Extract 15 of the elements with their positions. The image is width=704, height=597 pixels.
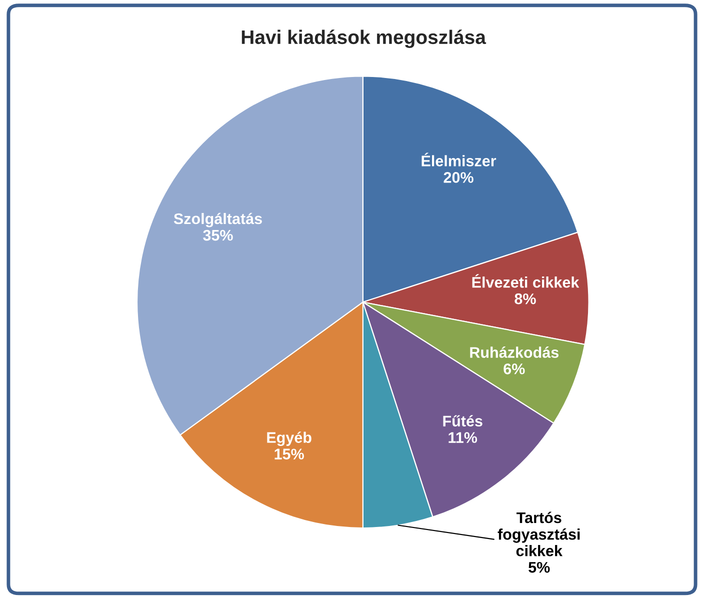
data-label: 6% [504, 364, 525, 374]
slice-label: Tartós fogyasztási cikkek [498, 512, 580, 556]
slice-label: Fűtés [443, 415, 482, 427]
chart-title: Havi kiadások megoszlása [242, 30, 486, 48]
data-label: 8% [514, 293, 536, 304]
data-label: 20% [444, 172, 474, 183]
slice-label: Élvezeti cikkek [472, 274, 580, 288]
data-label: 15% [274, 448, 304, 460]
slice-label: Egyéb [267, 432, 312, 446]
data-label: 35% [203, 230, 233, 241]
slice-label: Ruházkodás [470, 346, 559, 358]
slice-label: Szolgáltatás [174, 212, 262, 228]
slice-label: Élelmiszer [422, 152, 496, 166]
data-label: 11% [448, 432, 478, 443]
data-label: 5% [528, 562, 550, 573]
